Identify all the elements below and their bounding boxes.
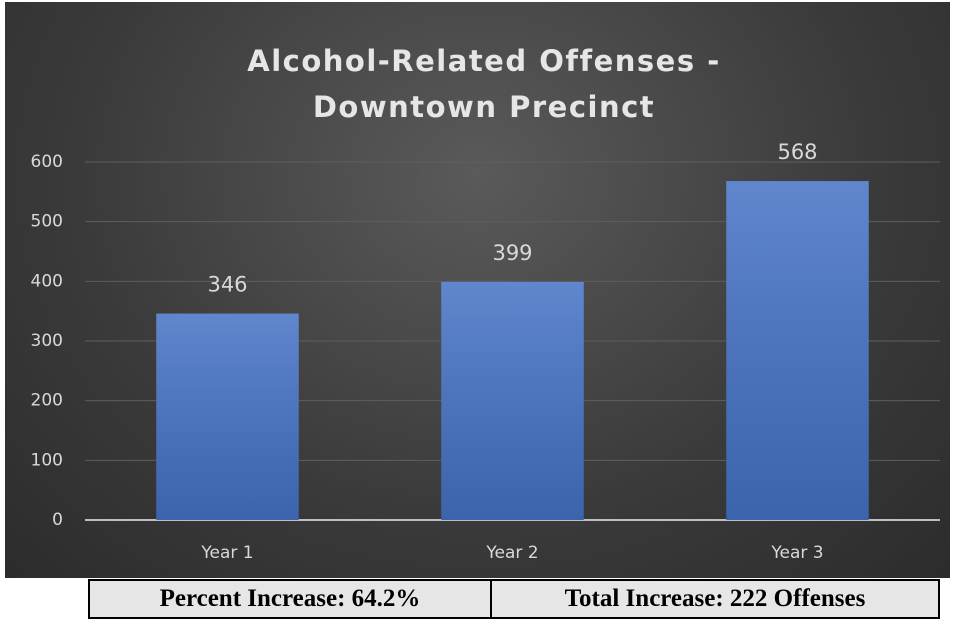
y-tick-label: 400 bbox=[31, 271, 63, 291]
bar-shade bbox=[726, 181, 869, 521]
data-label: 399 bbox=[492, 241, 532, 265]
summary-table: Percent Increase: 64.2% Total Increase: … bbox=[88, 579, 940, 619]
data-label: 568 bbox=[777, 140, 817, 164]
chart-title: Alcohol-Related Offenses - Downtown Prec… bbox=[247, 44, 721, 124]
x-tick-label: Year 1 bbox=[200, 543, 253, 563]
total-increase: Total Increase: 222 Offenses bbox=[490, 579, 940, 619]
y-tick-label: 500 bbox=[31, 212, 63, 232]
chart-area: 0 100 200 300 400 500 600 Year 1 346 Year 2 399 Yea… bbox=[5, 2, 950, 578]
bar-shade bbox=[156, 313, 299, 520]
y-tick-label: 100 bbox=[31, 450, 63, 470]
y-tick-label: 200 bbox=[31, 391, 63, 411]
bar-shade bbox=[441, 281, 584, 520]
summary-row: Percent Increase: 64.2% Total Increase: … bbox=[88, 579, 940, 619]
y-tick-label: 0 bbox=[52, 510, 63, 530]
x-tick-label: Year 2 bbox=[485, 543, 538, 563]
y-tick-label: 600 bbox=[31, 152, 63, 172]
x-tick-label: Year 3 bbox=[770, 543, 823, 563]
chart: 0 100 200 300 400 500 600 Year 1 346 Year 2 399 Yea… bbox=[31, 140, 940, 563]
percent-increase: Percent Increase: 64.2% bbox=[88, 579, 492, 619]
y-tick-label: 300 bbox=[31, 331, 63, 351]
data-label: 346 bbox=[207, 273, 247, 297]
